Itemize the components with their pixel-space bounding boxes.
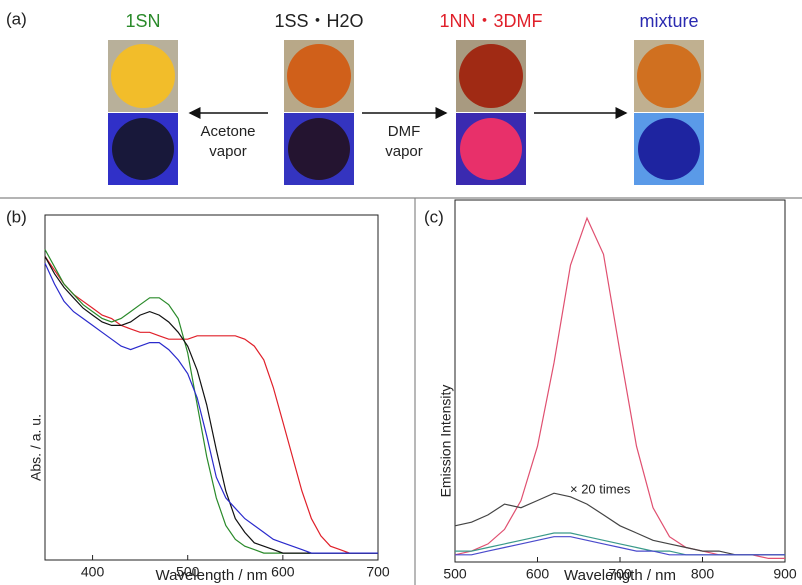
plot-frame	[44, 214, 379, 561]
data-line	[454, 216, 785, 559]
data-line	[44, 256, 378, 554]
data-line	[44, 263, 378, 554]
x-tick-label: 800	[691, 566, 715, 582]
sample-label: 1SS・H2O	[274, 11, 363, 31]
x-tick-label: 600	[526, 566, 550, 582]
x-tick-label: 500	[443, 566, 467, 582]
data-line	[44, 249, 378, 554]
panel-label: (c)	[424, 207, 444, 226]
y-axis-label: Emission Intensity	[438, 385, 454, 498]
panel-label: (b)	[6, 207, 27, 226]
x-axis-label: Wavelength / nm	[564, 567, 676, 584]
plot-frame	[454, 199, 786, 563]
sample-label: 1NN・3DMF	[439, 11, 542, 31]
x-axis-label: Wavelength / nm	[156, 567, 268, 584]
annotation: × 20 times	[570, 481, 631, 496]
data-line	[455, 532, 785, 556]
x-tick-label: 900	[773, 566, 797, 582]
data-line	[44, 256, 378, 554]
data-line	[454, 492, 785, 556]
photos	[108, 40, 704, 185]
sample-label: mixture	[639, 11, 698, 31]
x-tick-label: 400	[81, 564, 105, 580]
data-line	[455, 536, 785, 556]
sample-label: 1SN	[125, 11, 160, 31]
x-tick-label: 600	[271, 564, 295, 580]
y-axis-label: Abs. / a. u.	[28, 414, 44, 481]
arrow-label: Acetone vapor	[200, 123, 255, 160]
panel-label: (a)	[6, 9, 27, 28]
x-tick-label: 500	[176, 564, 200, 580]
x-tick-label: 700	[608, 566, 632, 582]
arrow-label: DMF vapor	[385, 123, 423, 160]
x-tick-label: 700	[366, 564, 390, 580]
